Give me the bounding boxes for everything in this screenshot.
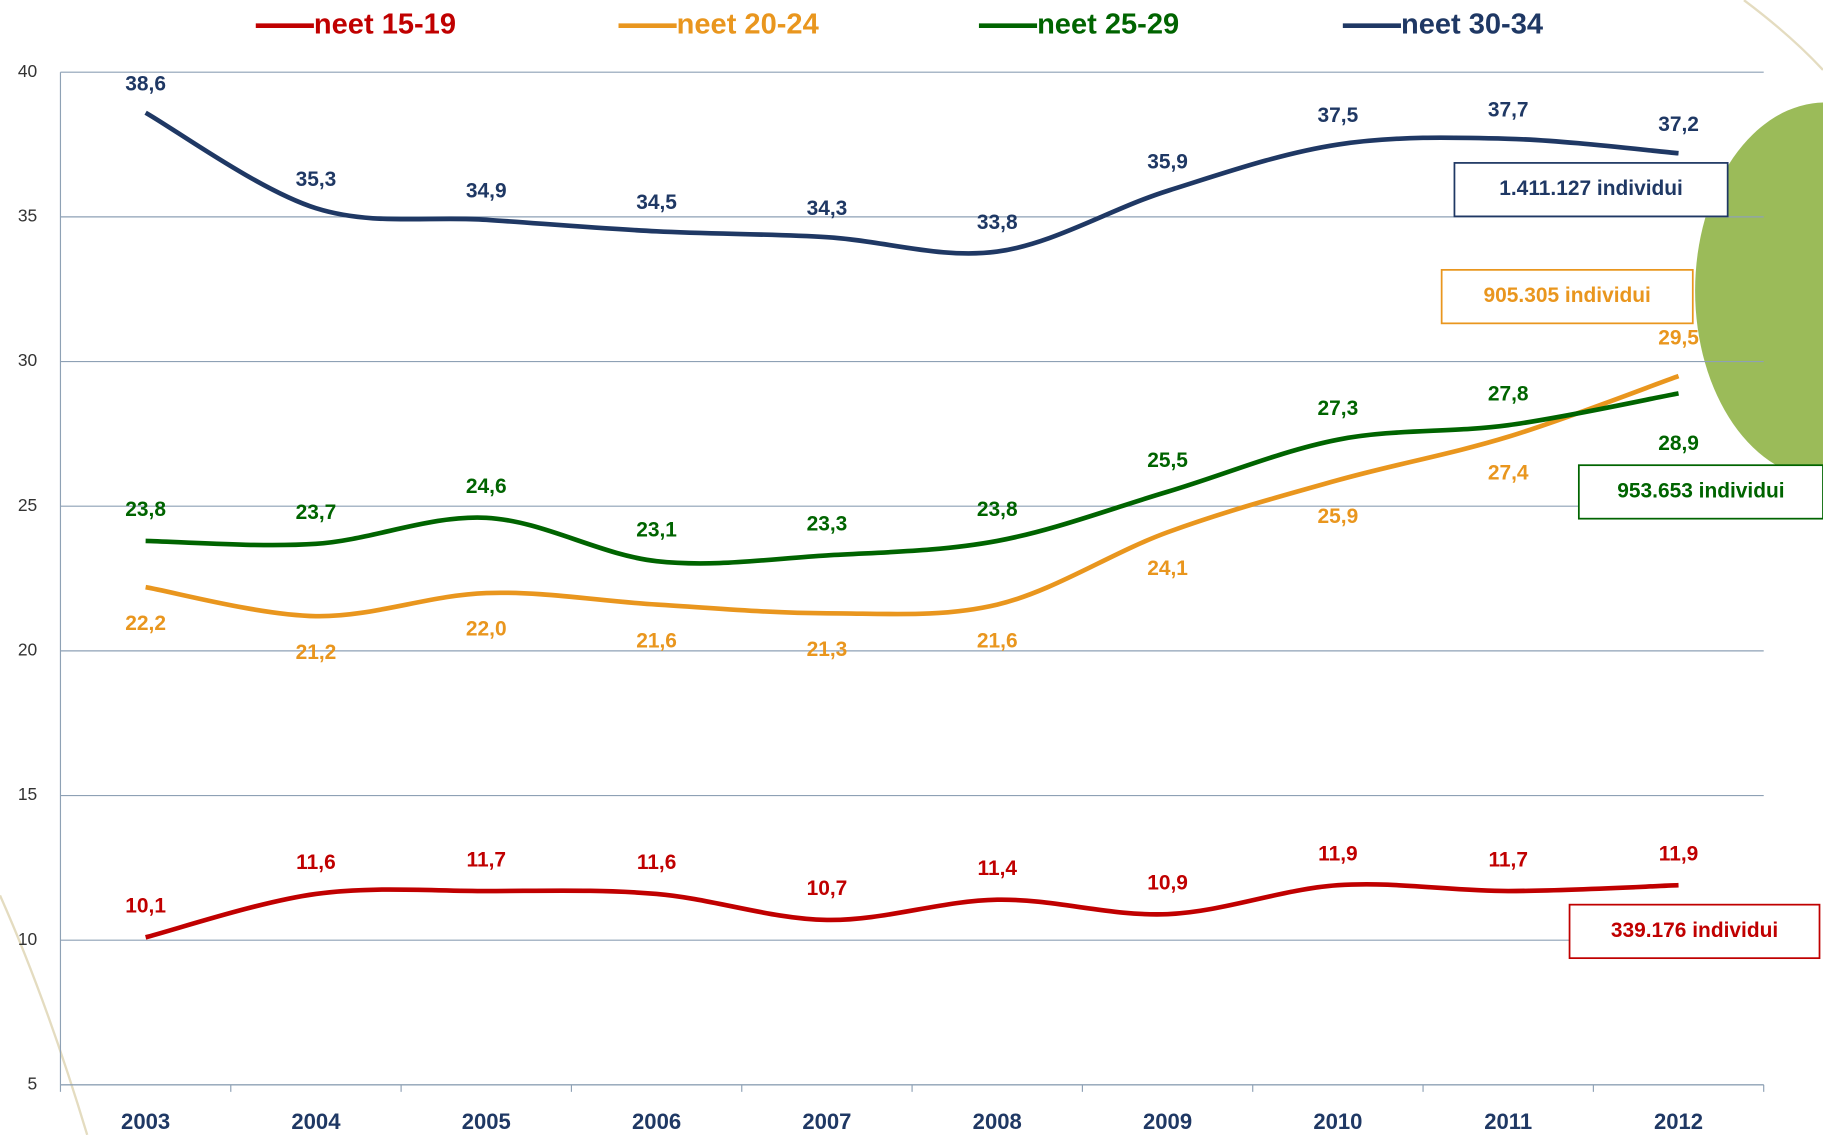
data-label: 25,5 — [1147, 449, 1188, 472]
data-label: 23,3 — [807, 513, 848, 536]
annotation-box — [1568, 903, 1821, 960]
data-label: 35,3 — [296, 168, 337, 191]
data-label: 11,4 — [977, 857, 1017, 880]
data-label: 27,4 — [1488, 462, 1529, 485]
data-label: 27,3 — [1318, 397, 1359, 420]
data-label: 21,3 — [807, 638, 848, 661]
data-label: 22,0 — [466, 618, 507, 641]
data-label: 38,6 — [125, 72, 166, 95]
legend-label: neet 25-29 — [1037, 8, 1179, 40]
annotation-box — [1577, 464, 1823, 520]
data-label: 29,5 — [1658, 326, 1699, 349]
data-label: 11,9 — [1318, 843, 1358, 866]
annotation: 339.176 individui — [1611, 919, 1778, 942]
y-tick-label: 10 — [18, 929, 38, 949]
data-label: 24,6 — [466, 475, 507, 498]
data-label: 37,2 — [1658, 113, 1699, 136]
x-tick-label: 2010 — [1313, 1109, 1362, 1134]
data-label: 34,9 — [466, 179, 507, 202]
legend-label: neet 20-24 — [677, 8, 819, 40]
y-tick-label: 15 — [18, 784, 37, 804]
data-label: 23,8 — [125, 498, 166, 521]
series-line — [145, 373, 1680, 619]
data-label: 34,3 — [807, 197, 848, 220]
x-tick-label: 2009 — [1143, 1109, 1192, 1134]
series-line — [145, 391, 1679, 566]
data-label: 10,1 — [125, 895, 166, 918]
data-label: 35,9 — [1147, 150, 1188, 173]
x-tick-label: 2003 — [121, 1109, 170, 1134]
data-label: 25,9 — [1318, 505, 1359, 528]
data-label: 11,6 — [637, 851, 677, 874]
series-line — [145, 882, 1679, 940]
data-label: 33,8 — [977, 211, 1018, 234]
x-tick-label: 2007 — [802, 1109, 851, 1134]
annotation: 953.653 individui — [1617, 479, 1784, 502]
data-label: 23,8 — [977, 498, 1018, 521]
annotation-box — [1440, 268, 1694, 325]
data-label: 11,7 — [466, 848, 506, 871]
decor-curve — [1743, 0, 1823, 71]
data-label: 10,7 — [807, 877, 848, 900]
x-tick-label: 2008 — [973, 1109, 1022, 1134]
data-label: 21,2 — [296, 641, 337, 664]
x-tick-label: 2011 — [1484, 1109, 1532, 1134]
data-label: 11,7 — [1488, 848, 1528, 871]
y-tick-label: 25 — [18, 495, 37, 515]
data-label: 34,5 — [636, 191, 677, 214]
data-label: 21,6 — [636, 629, 677, 652]
data-label: 23,1 — [636, 518, 677, 541]
y-tick-label: 40 — [18, 61, 38, 81]
x-tick-label: 2012 — [1654, 1109, 1703, 1134]
data-label: 22,2 — [125, 612, 166, 635]
y-tick-label: 20 — [18, 639, 38, 659]
data-label: 24,1 — [1147, 557, 1188, 580]
x-tick-label: 2005 — [462, 1109, 511, 1134]
data-label: 11,9 — [1659, 843, 1699, 866]
y-tick-label: 30 — [18, 350, 38, 370]
data-label: 23,7 — [296, 501, 337, 524]
annotation: 905.305 individui — [1484, 284, 1651, 307]
data-label: 11,6 — [296, 851, 336, 874]
data-label: 37,5 — [1318, 104, 1359, 127]
y-tick-label: 5 — [28, 1073, 38, 1093]
x-tick-label: 2004 — [291, 1109, 341, 1134]
data-label: 21,6 — [977, 629, 1018, 652]
legend-label: neet 30-34 — [1401, 8, 1543, 40]
data-label: 28,9 — [1658, 432, 1699, 455]
legend-label: neet 15-19 — [314, 8, 456, 40]
annotation: 1.411.127 individui — [1499, 177, 1683, 200]
decor-circle — [1695, 102, 1823, 480]
annotation-box — [1453, 162, 1729, 218]
x-tick-label: 2006 — [632, 1109, 681, 1134]
data-label: 37,7 — [1488, 98, 1529, 121]
data-label: 27,8 — [1488, 383, 1529, 406]
series-line — [144, 110, 1679, 256]
decor-curve — [0, 894, 89, 1135]
y-tick-label: 35 — [18, 205, 37, 225]
data-label: 10,9 — [1147, 871, 1188, 894]
